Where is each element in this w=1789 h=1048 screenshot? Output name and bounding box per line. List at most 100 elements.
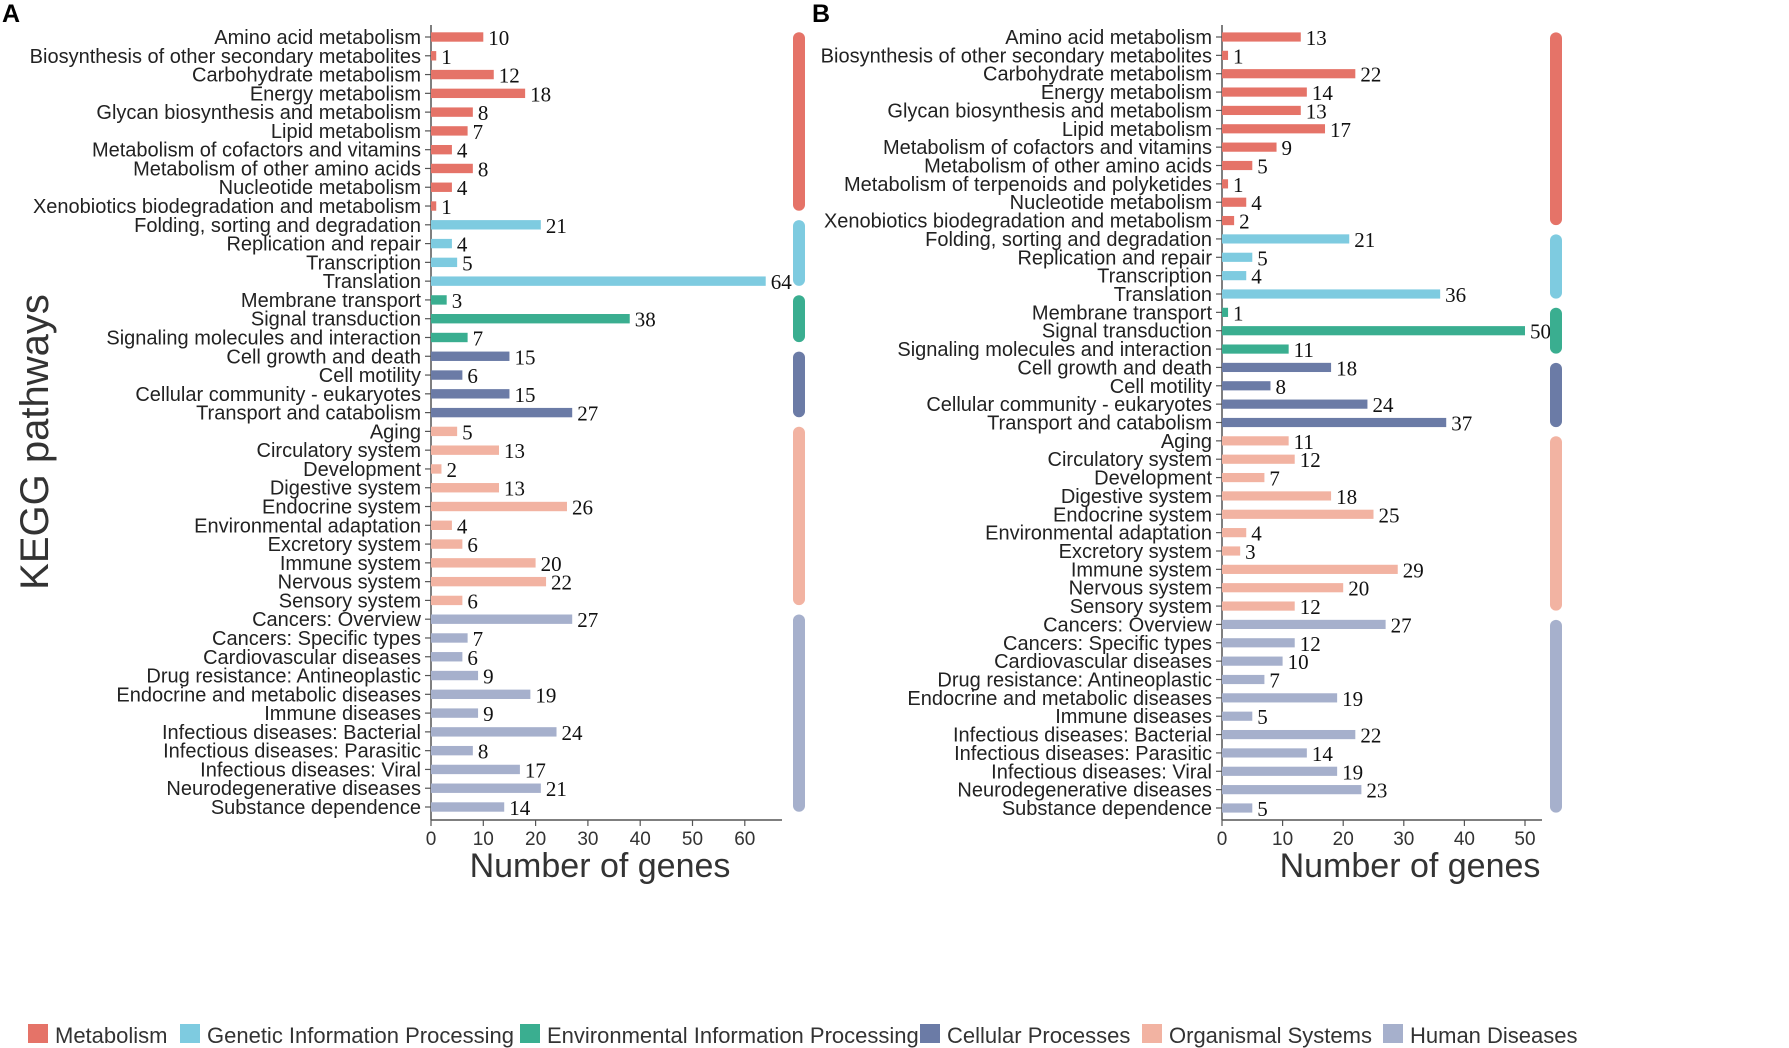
value-label: 13 bbox=[1306, 99, 1327, 123]
value-label: 1 bbox=[441, 195, 452, 219]
value-label: 12 bbox=[1300, 632, 1321, 656]
x-tick-label: 50 bbox=[1514, 829, 1535, 850]
value-label: 17 bbox=[525, 758, 546, 782]
x-axis-title: Number of genes bbox=[470, 847, 731, 885]
bar-cell-motility bbox=[431, 370, 463, 380]
value-label: 5 bbox=[1257, 246, 1268, 270]
pathway-label: Transcription bbox=[306, 252, 421, 274]
pathway-label: Infectious diseases: Parasitic bbox=[954, 743, 1212, 765]
category-band-metabolism bbox=[1550, 32, 1562, 226]
pathway-label: Excretory system bbox=[1059, 541, 1212, 563]
bar-sensory-system bbox=[431, 595, 463, 606]
value-label: 18 bbox=[1336, 485, 1357, 509]
value-label: 5 bbox=[462, 251, 473, 275]
value-label: 22 bbox=[1360, 724, 1381, 748]
pathway-label: Drug resistance: Antineoplastic bbox=[146, 666, 421, 688]
value-label: 25 bbox=[1379, 503, 1400, 527]
bar-membrane-transport bbox=[1222, 307, 1229, 317]
category-band-organismal bbox=[1550, 436, 1562, 611]
value-label: 24 bbox=[1372, 393, 1394, 417]
pathway-label: Cell motility bbox=[319, 365, 421, 387]
bar-replication-and-repair bbox=[431, 238, 452, 249]
value-label: 50 bbox=[1530, 320, 1551, 344]
pathway-label: Neurodegenerative diseases bbox=[957, 780, 1212, 802]
value-label: 29 bbox=[1403, 558, 1424, 582]
pathway-label: Endocrine and metabolic diseases bbox=[116, 684, 421, 706]
value-label: 14 bbox=[509, 796, 530, 820]
legend-swatch-genetic bbox=[180, 1024, 200, 1043]
bar-substance-dependence bbox=[431, 802, 505, 812]
value-label: 5 bbox=[1257, 155, 1268, 179]
bar-infectious-diseases-bacterial bbox=[431, 727, 557, 737]
value-label: 1 bbox=[441, 45, 452, 69]
bar-infectious-diseases-bacterial bbox=[1222, 729, 1356, 740]
value-label: 19 bbox=[1342, 687, 1363, 711]
pathway-label: Sensory system bbox=[279, 590, 421, 612]
bar-immune-system bbox=[431, 558, 536, 568]
pathway-label: Cardiovascular diseases bbox=[203, 647, 421, 669]
bar-immune-system bbox=[1222, 564, 1398, 574]
pathway-label: Infectious diseases: Viral bbox=[991, 761, 1212, 783]
pathway-label: Immune diseases bbox=[1055, 706, 1212, 728]
legend-swatch-cellular bbox=[920, 1024, 940, 1043]
bar-energy-metabolism bbox=[431, 88, 526, 99]
bar-xenobiotics-biodegradation-and-metabolism bbox=[1222, 215, 1235, 226]
value-label: 7 bbox=[473, 120, 484, 144]
x-tick-label: 40 bbox=[630, 829, 651, 850]
bar-metabolism-of-cofactors-and-vitamins bbox=[1222, 142, 1277, 152]
value-label: 7 bbox=[473, 627, 484, 651]
value-label: 15 bbox=[514, 383, 535, 407]
pathway-label: Cellular community - eukaryotes bbox=[926, 394, 1212, 416]
pathway-label: Transport and catabolism bbox=[987, 413, 1212, 435]
pathway-label: Metabolism of other amino acids bbox=[924, 156, 1212, 178]
bar-environmental-adaptation bbox=[431, 520, 452, 530]
bar-cellular-community-eukaryotes bbox=[1222, 399, 1368, 409]
value-label: 27 bbox=[577, 402, 598, 426]
value-label: 26 bbox=[572, 496, 593, 520]
bar-endocrine-and-metabolic-diseases bbox=[1222, 693, 1338, 703]
value-label: 21 bbox=[546, 214, 567, 238]
bar-signal-transduction bbox=[431, 314, 630, 324]
legend: Metabolism Genetic Information Processing… bbox=[28, 1023, 1578, 1048]
bar-folding-sorting-and-degradation bbox=[1222, 234, 1350, 244]
x-tick-label: 10 bbox=[1272, 829, 1293, 850]
legend-label-organismal: Organismal Systems bbox=[1169, 1023, 1372, 1048]
bar-excretory-system bbox=[1222, 546, 1241, 556]
bar-lipid-metabolism bbox=[431, 126, 468, 136]
value-label: 1 bbox=[1233, 173, 1244, 197]
pathway-label: Metabolism of other amino acids bbox=[133, 158, 421, 180]
bar-transport-and-catabolism bbox=[1222, 417, 1447, 428]
value-label: 15 bbox=[514, 345, 535, 369]
legend-swatch-environmental bbox=[520, 1024, 540, 1043]
x-tick-label: 0 bbox=[426, 829, 437, 850]
category-band-environmental bbox=[1550, 307, 1562, 354]
x-tick-label: 60 bbox=[734, 829, 755, 850]
bar-digestive-system bbox=[1222, 491, 1332, 501]
value-label: 3 bbox=[1245, 540, 1256, 564]
legend-label-cellular: Cellular Processes bbox=[947, 1023, 1130, 1048]
value-label: 4 bbox=[457, 233, 468, 257]
bar-aging bbox=[1222, 436, 1289, 446]
pathway-label: Immune system bbox=[280, 553, 421, 575]
bar-endocrine-system bbox=[431, 501, 567, 512]
value-label: 21 bbox=[1354, 228, 1375, 252]
bar-cancers-overview bbox=[1222, 619, 1386, 630]
pathway-label: Transport and catabolism bbox=[196, 403, 421, 425]
bar-cellular-community-eukaryotes bbox=[431, 389, 510, 399]
bar-infectious-diseases-parasitic bbox=[431, 745, 473, 756]
pathway-label: Metabolism of cofactors and vitamins bbox=[883, 137, 1212, 159]
bar-cancers-specific-types bbox=[431, 633, 468, 643]
bar-energy-metabolism bbox=[1222, 87, 1307, 97]
bar-excretory-system bbox=[431, 539, 463, 549]
x-tick-label: 10 bbox=[473, 829, 494, 850]
legend-label-human: Human Diseases bbox=[1410, 1023, 1578, 1048]
bar-carbohydrate-metabolism bbox=[1222, 69, 1356, 79]
pathway-label: Energy metabolism bbox=[1041, 82, 1212, 104]
x-tick-label: 20 bbox=[1333, 829, 1354, 850]
bar-circulatory-system bbox=[1222, 454, 1295, 464]
pathway-label: Development bbox=[303, 459, 421, 481]
legend-label-environmental: Environmental Information Processing bbox=[547, 1023, 919, 1048]
value-label: 19 bbox=[535, 683, 556, 707]
category-band-environmental bbox=[793, 295, 805, 343]
category-band-organismal bbox=[793, 426, 805, 606]
